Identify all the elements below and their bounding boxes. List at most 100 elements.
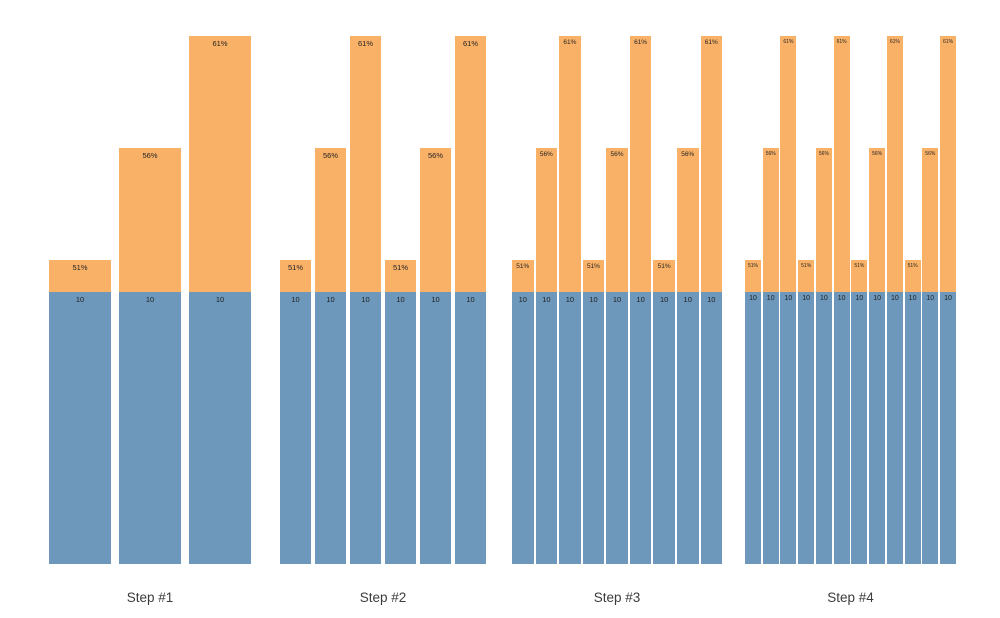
bar-group-step-2: 51% 10 56% 10 61% 10 51% 10 56% 10 [280, 36, 486, 605]
bar-segment-base: 10 [653, 292, 675, 564]
bar: 61% 10 [455, 36, 486, 564]
bar-segment-base: 10 [189, 292, 251, 564]
bar-top-label: 51% [516, 263, 530, 270]
bar: 61% 10 [886, 36, 903, 564]
bar-top-label: 56% [539, 151, 553, 158]
bar: 61% 10 [700, 36, 723, 564]
bar-segment-base: 10 [798, 292, 815, 564]
bar-base-label: 10 [820, 295, 828, 302]
bar-top-label: 51% [801, 263, 812, 269]
bar-segment-top: 56% [420, 148, 451, 292]
bar-segment-top: 51% [280, 260, 311, 292]
bar-base-label: 10 [766, 295, 775, 302]
bar-top-label: 61% [704, 39, 718, 46]
bar: 56% 10 [762, 148, 779, 564]
bar-segment-top: 56% [535, 148, 558, 292]
bar-segment-top: 51% [851, 260, 868, 292]
bar-segment-base: 10 [629, 292, 652, 564]
bar-top-label: 61% [634, 39, 648, 46]
bar-top-label: 51% [657, 263, 671, 270]
bar-top-label: 61% [212, 39, 228, 48]
bar-segment-top: 61% [350, 36, 381, 292]
bar-base-label: 10 [837, 295, 846, 302]
bar: 61% 10 [629, 36, 652, 564]
bar-segment-top: 61% [559, 36, 581, 292]
bar-segment-base: 10 [512, 292, 534, 564]
bar-base-label: 10 [944, 295, 952, 302]
x-axis-label: Step #1 [126, 590, 174, 605]
bar-segment-base: 10 [535, 292, 558, 564]
bar-group-step-4: 51% 10 56% 10 61% 10 51% 10 56% 10 [745, 36, 957, 605]
x-axis-label: Step #2 [359, 590, 407, 605]
bar-top-label: 56% [142, 151, 158, 160]
bar: 51% 10 [904, 260, 921, 564]
bar-top-label: 61% [563, 39, 577, 46]
bar: 56% 10 [420, 148, 451, 564]
bar-segment-top: 56% [815, 148, 832, 292]
bar: 51% 10 [745, 260, 761, 564]
bar-segment-base: 10 [869, 292, 886, 564]
bar-segment-base: 10 [315, 292, 346, 564]
bar-segment-top: 61% [455, 36, 486, 292]
bar: 56% 10 [676, 148, 699, 564]
bar-segment-top: 51% [385, 260, 416, 292]
bar: 61% 10 [350, 36, 381, 564]
bar-base-label: 10 [749, 295, 757, 302]
bar-top-label: 56% [322, 151, 338, 160]
bar: 56% 10 [606, 148, 628, 564]
bar-base-label: 10 [802, 295, 811, 302]
bar-base-label: 10 [855, 295, 864, 302]
bar-top-label: 51% [907, 263, 918, 269]
bar-segment-top: 61% [886, 36, 903, 292]
bar-segment-base: 10 [350, 292, 381, 564]
bar-base-label: 10 [589, 295, 598, 304]
bar: 56% 10 [922, 148, 939, 564]
bar-segment-top: 61% [700, 36, 723, 292]
bar-segment-base: 10 [280, 292, 311, 564]
bar: 51% 10 [280, 260, 311, 564]
bar: 51% 10 [582, 260, 605, 564]
bar-base-label: 10 [215, 295, 225, 304]
bar-segment-base: 10 [745, 292, 761, 564]
bar-base-label: 10 [636, 295, 645, 304]
bar-segment-base: 10 [904, 292, 921, 564]
bar-base-label: 10 [542, 295, 551, 304]
bar-segment-top: 51% [512, 260, 534, 292]
bar-base-label: 10 [75, 295, 85, 304]
bar: 51% 10 [385, 260, 416, 564]
bar-base-label: 10 [707, 295, 716, 304]
bar-base-label: 10 [145, 295, 155, 304]
bar-segment-base: 10 [385, 292, 416, 564]
bar-segment-top: 51% [653, 260, 675, 292]
bar-segment-top: 56% [869, 148, 886, 292]
bar-segment-top: 56% [606, 148, 628, 292]
bar-top-label: 61% [357, 39, 373, 48]
bar-segment-top: 56% [315, 148, 346, 292]
bar-segment-base: 10 [851, 292, 868, 564]
bar: 51% 10 [851, 260, 868, 564]
bar-segment-top: 56% [119, 148, 181, 292]
bar-base-label: 10 [361, 295, 370, 304]
bar-group-step-3: 51% 10 56% 10 61% 10 51% 10 56% 10 [512, 36, 723, 605]
bar-top-label: 61% [889, 39, 900, 45]
bar-segment-base: 10 [886, 292, 903, 564]
bar-segment-top: 61% [780, 36, 797, 292]
bar: 51% 10 [653, 260, 675, 564]
bar-base-label: 10 [466, 295, 475, 304]
bar-top-label: 61% [943, 39, 954, 45]
bar-segment-top: 51% [582, 260, 605, 292]
bar-base-label: 10 [431, 295, 440, 304]
bar-base-label: 10 [873, 295, 881, 302]
bar-base-label: 10 [291, 295, 300, 304]
bar-segment-base: 10 [700, 292, 723, 564]
bar-segment-top: 56% [762, 148, 779, 292]
bar-row: 51% 10 56% 10 61% 10 51% 10 56% 10 [745, 36, 957, 564]
bar-base-label: 10 [890, 295, 899, 302]
bar-segment-top: 56% [922, 148, 939, 292]
bar: 56% 10 [815, 148, 832, 564]
bar: 56% 10 [535, 148, 558, 564]
x-axis-label: Step #3 [593, 590, 641, 605]
bar-base-label: 10 [908, 295, 917, 302]
bar: 56% 10 [315, 148, 346, 564]
